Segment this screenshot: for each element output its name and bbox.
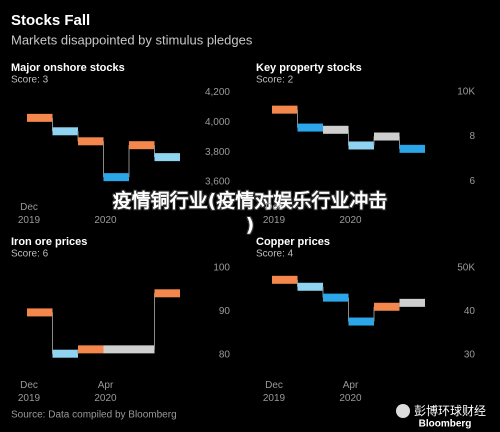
y-tick-label: 80 — [219, 350, 231, 361]
x-tick-label: Dec 2019 — [262, 202, 286, 226]
step-bar — [348, 141, 374, 150]
step-bar — [129, 141, 155, 150]
y-tick-label: 30 — [464, 350, 476, 361]
step-bar — [399, 298, 425, 307]
step-bar — [348, 317, 374, 326]
x-tick-label: Dec 2019 — [17, 202, 41, 226]
step-bar — [103, 173, 129, 182]
title: Stocks Fall — [11, 12, 90, 29]
step-bar — [78, 137, 104, 146]
panel-subtitle: Score: 3 — [11, 75, 49, 86]
panel-title: Major onshore stocks — [11, 62, 125, 74]
step-bar — [27, 113, 53, 122]
y-tick-label: 4,200 — [205, 87, 230, 98]
x-tick-label: 2020 — [339, 215, 362, 226]
step-bar — [154, 289, 180, 298]
y-tick-label: 90 — [219, 306, 231, 317]
x-tick-label: Dec 2019 — [262, 380, 286, 404]
watermark: 彭博环球财经 — [395, 402, 486, 419]
step-bar — [374, 132, 400, 141]
y-tick-label: 100 — [213, 263, 230, 274]
y-tick-label: 3,800 — [205, 147, 230, 158]
overlay-caption: ) — [245, 214, 255, 236]
step-bar — [297, 123, 323, 132]
step-bar — [154, 153, 180, 162]
panel-subtitle: Score: 2 — [256, 75, 294, 86]
y-tick-label: 10K — [457, 86, 475, 97]
step-bar — [129, 345, 155, 354]
x-tick-label: Dec 2019 — [17, 380, 41, 404]
step-bar — [78, 345, 104, 354]
step-bar — [323, 125, 349, 134]
subtitle: Markets disappointed by stimulus pledges — [11, 32, 253, 47]
x-tick-label: 2020 — [94, 215, 117, 226]
y-tick-label: 3,600 — [205, 177, 230, 188]
step-bar — [52, 349, 78, 358]
watermark-icon — [395, 403, 410, 418]
panel-subtitle: Score: 6 — [11, 249, 49, 260]
y-tick-label: 4,000 — [205, 117, 230, 128]
step-bar — [399, 144, 425, 153]
brand: Bloomberg — [419, 419, 472, 430]
step-bar — [272, 105, 298, 114]
step-bar — [323, 293, 349, 302]
panel-title: Copper prices — [256, 236, 330, 248]
step-bar — [374, 302, 400, 311]
y-tick-label: 8 — [469, 131, 475, 142]
panel-title: Key property stocks — [256, 62, 362, 74]
step-bar — [272, 275, 298, 284]
x-tick-label: Apr 2020 — [339, 380, 362, 404]
step-bar — [297, 282, 323, 291]
step-bar — [27, 308, 53, 317]
source: Source: Data compiled by Bloomberg — [11, 410, 177, 421]
watermark-text: 彭博环球财经 — [413, 404, 486, 418]
y-tick-label: 50K — [457, 263, 475, 274]
step-bar — [103, 345, 129, 354]
overlay-caption: 疫情铜行业(疫情对娱乐行业冲击 — [112, 190, 388, 212]
panel-subtitle: Score: 4 — [256, 249, 294, 260]
panel-title: Iron ore prices — [11, 236, 87, 248]
y-tick-label: 6 — [469, 176, 475, 187]
x-tick-label: Apr 2020 — [94, 380, 117, 404]
y-tick-label: 40 — [464, 306, 476, 317]
step-bar — [52, 127, 78, 136]
